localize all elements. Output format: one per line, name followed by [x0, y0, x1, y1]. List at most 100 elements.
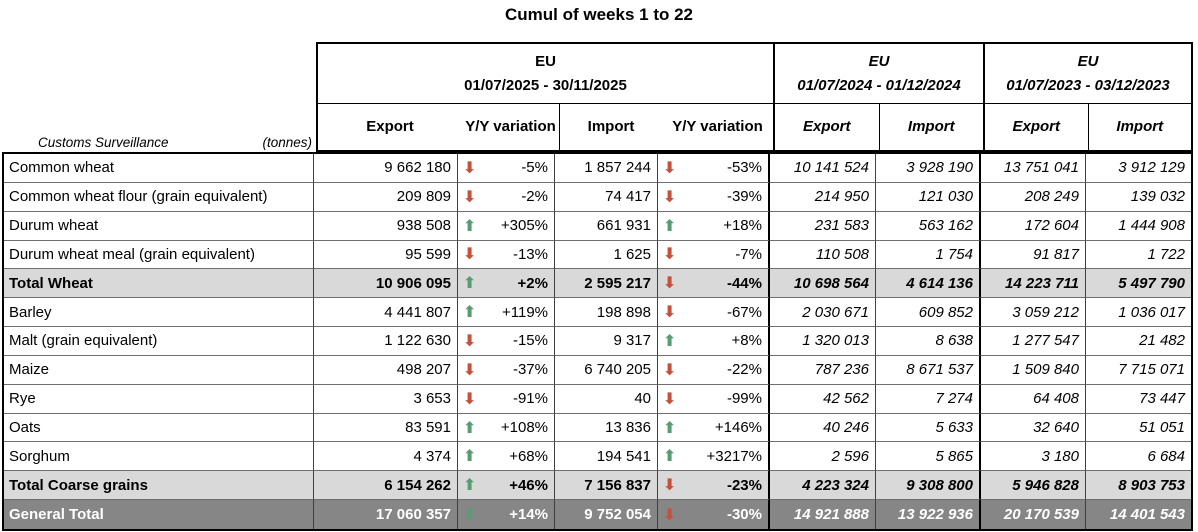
- export-2025-variation: ⬇ -37%: [458, 355, 555, 385]
- export-2025-value: 6 154 262: [314, 471, 458, 501]
- export-2025-variation: ⬇ -15%: [458, 327, 555, 356]
- import-2024-value: 4 614 136: [876, 269, 981, 299]
- col-header-export: Export: [366, 118, 414, 136]
- row-label: Maize: [4, 355, 314, 385]
- row-label: Common wheat: [4, 154, 314, 183]
- import-2023-value: 7 715 071: [1086, 356, 1191, 385]
- down-arrow-icon: ⬇: [463, 244, 477, 264]
- customs-surveillance-label: Customs Surveillance: [38, 135, 169, 150]
- import-2023-value: 73 447: [1086, 385, 1191, 414]
- import-2023-value: 14 401 543: [1086, 500, 1191, 529]
- export-2023-value: 1 277 547: [981, 327, 1086, 356]
- export-2024-value: 214 950: [770, 182, 876, 212]
- export-2025-value: 95 599: [314, 240, 458, 270]
- col-header-yy-variation: Y/Y variation: [465, 118, 556, 136]
- col-header-import: Import: [1087, 104, 1192, 150]
- import-2025-value: 2 595 217: [555, 269, 658, 299]
- down-arrow-icon: ⬇: [463, 388, 477, 408]
- variation-percent: -53%: [726, 159, 762, 177]
- export-2023-value: 208 249: [981, 182, 1086, 212]
- export-2025-value: 4 441 807: [314, 298, 458, 328]
- export-2025-value: 10 906 095: [314, 269, 458, 299]
- export-2024-value: 4 223 324: [770, 471, 876, 501]
- down-arrow-icon: ⬇: [463, 186, 477, 206]
- variation-percent: -2%: [521, 188, 548, 206]
- import-2025-variation: ⬆ +18%: [658, 211, 770, 241]
- export-2025-variation: ⬇ -2%: [458, 182, 555, 212]
- variation-percent: -37%: [512, 361, 548, 379]
- export-2024-value: 14 921 888: [770, 500, 876, 529]
- down-arrow-icon: ⬇: [663, 359, 677, 379]
- variation-percent: -13%: [512, 245, 548, 263]
- variation-percent: -23%: [726, 476, 762, 494]
- import-2025-variation: ⬇ -99%: [658, 384, 770, 414]
- export-2025-value: 498 207: [314, 355, 458, 385]
- export-2025-variation: ⬆ +46%: [458, 471, 555, 501]
- export-2025-value: 209 809: [314, 182, 458, 212]
- variation-percent: -99%: [726, 390, 762, 408]
- import-2024-value: 121 030: [876, 182, 981, 212]
- col-header-yy-variation: Y/Y variation: [672, 118, 763, 136]
- import-2025-value: 7 156 837: [555, 471, 658, 501]
- period-header-2023: EU 01/07/2023 - 03/12/2023: [985, 44, 1191, 104]
- export-2024-value: 110 508: [770, 240, 876, 270]
- variation-percent: -5%: [521, 159, 548, 177]
- import-2025-variation: ⬇ -22%: [658, 355, 770, 385]
- down-arrow-icon: ⬇: [463, 330, 477, 350]
- region-label: EU: [868, 53, 890, 70]
- period-label: 01/07/2025 - 30/11/2025: [464, 77, 627, 94]
- import-2025-variation: ⬇ -7%: [658, 240, 770, 270]
- import-2025-value: 1 857 244: [555, 154, 658, 183]
- variation-percent: -67%: [726, 303, 762, 321]
- import-2025-variation: ⬆ +3217%: [658, 442, 770, 472]
- export-2025-value: 3 653: [314, 384, 458, 414]
- import-2025-variation: ⬇ -44%: [658, 269, 770, 299]
- import-2024-value: 1 754: [876, 240, 981, 270]
- import-2025-value: 9 752 054: [555, 500, 658, 529]
- variation-percent: +14%: [509, 506, 548, 524]
- import-2024-value: 13 922 936: [876, 500, 981, 529]
- variation-percent: +146%: [714, 419, 762, 437]
- import-2025-value: 9 317: [555, 327, 658, 356]
- export-2023-value: 13 751 041: [981, 154, 1086, 183]
- variation-percent: +18%: [723, 217, 762, 235]
- column-headers-2025: Export Y/Y variation Import Y/Y variatio…: [318, 104, 773, 150]
- region-label: EU: [1077, 53, 1099, 70]
- variation-percent: +305%: [500, 217, 548, 235]
- down-arrow-icon: ⬇: [663, 504, 677, 524]
- import-2025-value: 40: [555, 384, 658, 414]
- export-2023-value: 5 946 828: [981, 471, 1086, 501]
- up-arrow-icon: ⬆: [463, 504, 477, 524]
- export-2024-value: 2 596: [770, 442, 876, 472]
- import-2024-value: 5 633: [876, 413, 981, 443]
- import-2025-variation: ⬇ -53%: [658, 154, 770, 183]
- header-group-2025: EU 01/07/2025 - 30/11/2025 Export Y/Y va…: [318, 44, 773, 150]
- export-2025-value: 1 122 630: [314, 327, 458, 356]
- variation-percent: +3217%: [706, 447, 762, 465]
- import-2024-value: 8 638: [876, 327, 981, 356]
- import-2023-value: 21 482: [1086, 327, 1191, 356]
- export-2024-value: 40 246: [770, 413, 876, 443]
- period-label: 01/07/2023 - 03/12/2023: [1006, 77, 1170, 94]
- up-arrow-icon: ⬆: [663, 215, 677, 235]
- down-arrow-icon: ⬇: [663, 157, 677, 177]
- export-2025-variation: ⬇ -13%: [458, 240, 555, 270]
- col-header-import: Import: [878, 104, 984, 150]
- export-2025-variation: ⬆ +14%: [458, 500, 555, 529]
- export-2025-variation: ⬆ +305%: [458, 211, 555, 241]
- page-title: Cumul of weeks 1 to 22: [505, 5, 693, 24]
- import-2025-variation: ⬇ -30%: [658, 500, 770, 529]
- import-2025-value: 194 541: [555, 442, 658, 472]
- import-2024-value: 3 928 190: [876, 154, 981, 183]
- variation-percent: -15%: [512, 332, 548, 350]
- import-2023-value: 51 051: [1086, 414, 1191, 443]
- export-2025-value: 83 591: [314, 413, 458, 443]
- variation-percent: -30%: [726, 506, 762, 524]
- row-label: Total Wheat: [4, 269, 314, 299]
- import-2025-value: 13 836: [555, 413, 658, 443]
- corner-label: Customs Surveillance (tonnes): [2, 133, 314, 152]
- down-arrow-icon: ⬇: [663, 475, 677, 495]
- variation-percent: +2%: [517, 274, 548, 292]
- export-2025-variation: ⬆ +108%: [458, 413, 555, 443]
